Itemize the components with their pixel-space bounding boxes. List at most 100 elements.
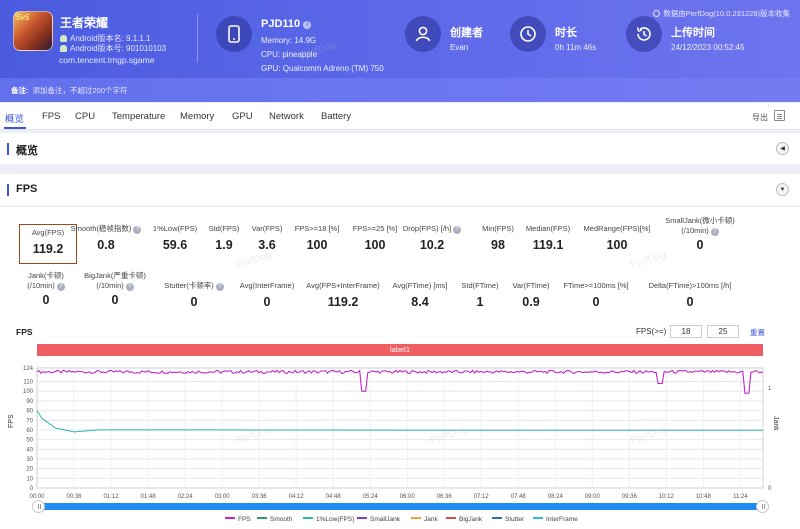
series-line-fps <box>36 369 763 394</box>
x-tick-label: 06:00 <box>400 494 416 500</box>
tab-overview[interactable]: 概览 <box>5 114 25 125</box>
note-label: 备注: <box>11 86 29 95</box>
section-marker <box>7 143 9 155</box>
creator-title: 创建者 <box>450 27 483 39</box>
legend-label: 1%Low(FPS) <box>316 516 355 523</box>
y-tick-label: 80 <box>26 409 33 415</box>
app-icon-badge: 5v5 <box>16 13 30 22</box>
y-tick-label: 0 <box>30 486 34 492</box>
metric-unit: (/10min) <box>681 226 709 235</box>
version-icon <box>653 10 661 17</box>
legend-label: FPS <box>238 516 251 523</box>
perfdog-version: 数据由PerfDog(10.0.231228)版本收集 <box>653 8 790 19</box>
metric-label: Median(FPS) <box>525 224 571 233</box>
legend-swatch <box>357 517 367 519</box>
tab-battery[interactable]: Battery <box>321 111 352 122</box>
x-tick-label: 09:36 <box>622 494 638 500</box>
legend-item[interactable]: SmallJank <box>357 516 400 523</box>
chart-title: FPS <box>16 327 33 337</box>
legend-item[interactable]: BigJank <box>446 516 482 523</box>
legend-label: BigJank <box>459 516 483 523</box>
x-tick-label: 02:24 <box>178 494 194 500</box>
metric-card: FPS>=18 [%] 100 <box>267 224 367 252</box>
metric-label: Jank(卡顿) <box>28 271 64 280</box>
metric-card: MedRange(FPS)[%] 100 <box>567 224 667 252</box>
tab-gpu[interactable]: GPU <box>232 111 253 122</box>
note-bar[interactable]: 备注: 添加备注，不超过200个字符 <box>0 78 800 102</box>
metric-card: Median(FPS) 119.1 <box>498 224 598 252</box>
x-tick-label: 03:00 <box>215 494 231 500</box>
scrollbar-handle-start[interactable] <box>32 500 45 513</box>
android-icon <box>60 35 67 42</box>
export-icon[interactable] <box>774 110 785 121</box>
metric-label: Var(FPS) <box>251 224 283 233</box>
legend-item[interactable]: InterFrame <box>533 516 578 523</box>
fps-chart[interactable]: 0 10 20 30 40 50 60 70 80 90 100 110 124 0 1 00:00 00:36… <box>0 360 800 502</box>
metric-label: FTime>=100ms [%] <box>563 281 629 290</box>
device-name: PJD110 i <box>261 18 312 30</box>
metric-value: 119.2 <box>327 295 359 309</box>
export-label[interactable]: 导出 <box>752 113 768 122</box>
y-tick-label: 60 <box>26 428 33 434</box>
metric-label: Std(FTime) <box>461 281 499 290</box>
metric-card: Stutter(卡顿率)? 0 <box>144 281 244 309</box>
legend-item[interactable]: Jank <box>411 516 438 523</box>
duration-title: 时长 <box>555 27 577 39</box>
tab-fps[interactable]: FPS <box>42 111 61 122</box>
x-tick-label: 08:24 <box>548 494 564 500</box>
clock-icon <box>510 16 546 52</box>
metric-card: Avg(FPS+InterFrame) 119.2 <box>293 281 393 309</box>
help-icon[interactable]: ? <box>710 228 719 236</box>
help-icon[interactable]: ? <box>56 283 65 291</box>
scrollbar-handle-end[interactable] <box>756 500 769 513</box>
help-icon[interactable]: ? <box>215 283 224 291</box>
fps-threshold-input-2[interactable] <box>707 325 739 338</box>
metric-value: 3.6 <box>258 238 276 252</box>
info-icon[interactable]: i <box>303 21 312 29</box>
upload-value: 24/12/2023 00:52:45 <box>671 43 745 52</box>
android-icon <box>60 45 67 52</box>
metric-value: 59.6 <box>162 238 188 252</box>
x-tick-label: 05:24 <box>363 494 379 500</box>
tab-memory[interactable]: Memory <box>180 111 215 122</box>
collapse-overview-button[interactable]: ◀ <box>776 142 789 155</box>
help-icon[interactable]: ? <box>453 226 462 234</box>
metric-label: Drop(FPS) [/h] <box>402 224 452 233</box>
metric-card: FTime>=100ms [%] 0 <box>546 281 646 309</box>
y-tick-label: 10 <box>26 476 33 482</box>
metric-card: Var(FTime) 0.9 <box>481 281 581 309</box>
metric-card: Drop(FPS) [/h]? 10.2 <box>382 224 482 252</box>
metric-card: Std(FPS) 1.9 <box>174 224 274 252</box>
tab-temperature[interactable]: Temperature <box>112 111 166 122</box>
legend-item[interactable]: Smooth <box>257 516 292 523</box>
collapse-fps-button[interactable]: ▼ <box>776 183 789 196</box>
tab-network[interactable]: Network <box>269 111 304 122</box>
y-tick-label: 50 <box>26 438 33 444</box>
note-placeholder[interactable]: 添加备注，不超过200个字符 <box>32 86 128 95</box>
legend-item[interactable]: Stutter <box>492 516 524 523</box>
help-icon[interactable]: ? <box>133 226 142 234</box>
legend-item[interactable]: FPS <box>225 516 251 523</box>
legend-swatch <box>411 517 421 519</box>
metric-label: FPS>=18 [%] <box>294 224 340 233</box>
help-icon[interactable]: ? <box>125 283 134 291</box>
metric-card: Smooth(稳帧指数)? 0.8 <box>56 224 156 252</box>
timeline-scrollbar[interactable] <box>37 503 763 510</box>
metric-label: Std(FPS) <box>208 224 240 233</box>
label-band[interactable]: label1 <box>37 344 763 356</box>
plot-frame <box>36 367 764 489</box>
y-right-tick-label: 0 <box>768 486 772 492</box>
metric-label: Smooth(稳帧指数) <box>70 224 132 233</box>
metric-value: 1 <box>476 295 484 309</box>
metric-card: Jank(卡顿) (/10min)? 0 <box>0 271 96 307</box>
metric-card: FPS>=25 [%] 100 <box>325 224 425 252</box>
metric-card: 1%Low(FPS) 59.6 <box>125 224 225 252</box>
x-tick-label: 07:48 <box>511 494 527 500</box>
metric-value: 0.9 <box>522 295 540 309</box>
tab-cpu[interactable]: CPU <box>75 111 96 122</box>
overview-title: 概览 <box>16 145 38 157</box>
reset-button[interactable]: 重置 <box>750 328 765 337</box>
legend-item[interactable]: 1%Low(FPS) <box>303 516 354 523</box>
fps-threshold-input-1[interactable] <box>670 325 702 338</box>
metric-card: Min(FPS) 98 <box>448 224 548 252</box>
